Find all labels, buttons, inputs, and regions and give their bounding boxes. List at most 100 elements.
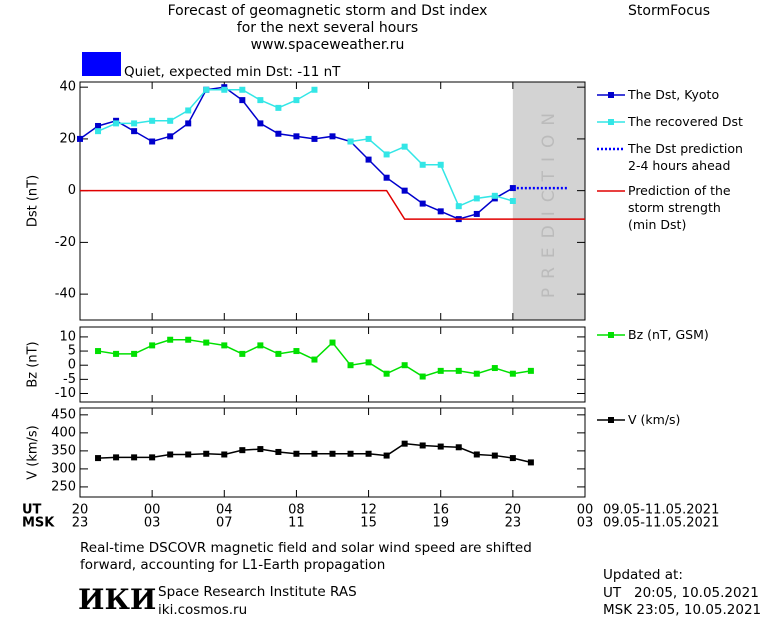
- data-point: [383, 452, 390, 459]
- data-point: [419, 200, 426, 207]
- data-point: [257, 342, 264, 349]
- data-point: [473, 370, 480, 377]
- data-point: [257, 120, 264, 127]
- plot-frame: [79, 407, 586, 498]
- data-point: [203, 86, 210, 93]
- msk-tick-label: 11: [288, 516, 305, 531]
- data-point: [95, 122, 102, 129]
- data-point: [149, 117, 156, 124]
- data-point: [293, 348, 300, 355]
- data-point: [185, 336, 192, 343]
- legend-label: The Dst, Kyoto: [628, 87, 720, 102]
- msk-tick-label: 03: [144, 516, 161, 531]
- logo: ИКИ: [78, 583, 157, 616]
- series-line: [79, 86, 514, 220]
- url: iki.cosmos.ru: [158, 602, 248, 618]
- institute: Space Research Institute RAS: [158, 584, 357, 600]
- data-point: [95, 128, 102, 135]
- note-line: forward, accounting for L1-Earth propaga…: [80, 557, 386, 573]
- data-point: [257, 446, 264, 453]
- data-point: [347, 450, 354, 457]
- data-point: [455, 203, 462, 210]
- data-point: [77, 135, 83, 142]
- data-point: [185, 451, 192, 458]
- data-point: [293, 450, 300, 457]
- data-point: [491, 192, 498, 199]
- data-point: [95, 348, 102, 355]
- data-point: [401, 362, 408, 369]
- y-tick-label: 20: [59, 131, 76, 146]
- series-line: [80, 189, 585, 220]
- legend-label: V (km/s): [628, 412, 681, 427]
- data-point: [131, 350, 138, 357]
- data-point: [275, 130, 282, 137]
- data-point: [239, 447, 246, 454]
- y-axis-label: Bz (nT): [26, 341, 41, 387]
- data-point: [221, 451, 228, 458]
- y-tick-label: 350: [51, 443, 76, 458]
- data-point: [437, 161, 444, 168]
- y-axis-label: Dst (nT): [26, 175, 41, 227]
- legend-marker: [608, 417, 614, 423]
- data-point: [383, 174, 390, 181]
- msk-tick-label: 07: [216, 516, 233, 531]
- data-point: [185, 120, 192, 127]
- y-axis-label: V (km/s): [26, 425, 41, 480]
- updated-title: Updated at:: [603, 567, 683, 583]
- data-point: [167, 133, 174, 140]
- data-point: [293, 97, 300, 104]
- y-tick-label: 400: [51, 425, 76, 440]
- data-point: [239, 86, 246, 93]
- msk-tick-label: 03: [577, 516, 594, 531]
- prediction-label: PREDICTION: [539, 104, 559, 298]
- data-point: [185, 107, 192, 114]
- updated-line: MSK 23:05, 10.05.2021: [603, 602, 760, 618]
- data-point: [167, 336, 174, 343]
- plot-frame: [79, 81, 586, 321]
- data-point: [509, 455, 516, 462]
- msk-tick-label: 19: [432, 516, 449, 531]
- legend-marker: [608, 92, 614, 98]
- data-point: [473, 195, 480, 202]
- data-point: [257, 97, 264, 104]
- data-point: [149, 342, 156, 349]
- series-line: [97, 89, 514, 208]
- data-point: [401, 143, 408, 150]
- data-point: [149, 454, 156, 461]
- data-point: [311, 450, 318, 457]
- data-point: [473, 210, 480, 217]
- data-point: [419, 161, 426, 168]
- data-point: [401, 440, 408, 447]
- prediction-band: [512, 82, 585, 320]
- ut-tick-label: 08: [288, 503, 305, 518]
- data-point: [113, 350, 120, 357]
- y-tick-label: -20: [55, 235, 76, 250]
- y-tick-label: -5: [63, 372, 76, 387]
- y-tick-label: 5: [68, 344, 76, 359]
- y-tick-label: 40: [59, 80, 76, 95]
- data-point: [293, 133, 300, 140]
- ut-tick-label: 20: [505, 503, 522, 518]
- data-point: [221, 342, 228, 349]
- ut-tick-label: 20: [72, 503, 89, 518]
- data-point: [113, 454, 120, 461]
- data-point: [329, 133, 336, 140]
- data-point: [95, 455, 102, 462]
- legend-label: Prediction of the storm strength (min Ds…: [628, 183, 731, 232]
- msk-tick-label: 15: [360, 516, 377, 531]
- data-point: [311, 86, 318, 93]
- data-point: [455, 444, 462, 451]
- data-point: [329, 450, 336, 457]
- data-point: [131, 120, 138, 127]
- data-point: [221, 86, 228, 93]
- title-line: Forecast of geomagnetic storm and Dst in…: [167, 3, 488, 19]
- legend-marker: [608, 119, 614, 125]
- data-point: [437, 443, 444, 450]
- msk-range: 09.05-11.05.2021: [603, 516, 719, 531]
- data-point: [149, 138, 156, 145]
- plot-frame: [79, 326, 586, 403]
- legend-label: The Dst prediction 2-4 hours ahead: [628, 141, 743, 173]
- data-point: [365, 359, 372, 366]
- data-point: [509, 370, 516, 377]
